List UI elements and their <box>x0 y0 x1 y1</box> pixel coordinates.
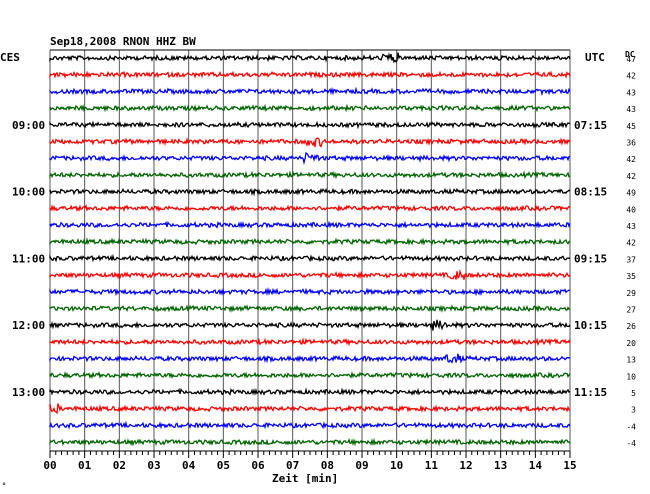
trace-line <box>49 86 571 96</box>
trace-line <box>49 253 571 263</box>
dc-header-label: DC <box>625 50 635 59</box>
y-tick-label-right: 09:15 <box>574 252 607 265</box>
trace-line <box>49 437 571 447</box>
trace-line <box>49 187 571 197</box>
x-tick-label: 00 <box>43 459 56 472</box>
dc-offset-label: 36 <box>626 139 636 148</box>
dc-offset-label: 27 <box>626 306 636 315</box>
trace-line <box>49 103 571 113</box>
trace-line <box>49 170 570 180</box>
x-tick-label: 01 <box>78 459 92 472</box>
vertical-gridlines <box>49 49 571 451</box>
y-tick-label-left: 12:00 <box>12 319 45 332</box>
y-tick-label-right: 08:15 <box>574 186 607 199</box>
dc-offset-label: 40 <box>626 205 636 214</box>
x-tick-label: 15 <box>563 459 576 472</box>
y-tick-label-right: 11:15 <box>574 386 607 399</box>
trace-line <box>49 287 571 297</box>
x-tick-label: 04 <box>182 459 196 472</box>
trace-line <box>49 353 571 364</box>
dc-offset-label: 29 <box>626 289 636 298</box>
trace-group <box>49 52 571 447</box>
dc-offset-label: 26 <box>626 322 636 331</box>
dc-offset-label: 42 <box>626 172 636 181</box>
x-tick-label: 13 <box>494 459 507 472</box>
dc-offset-label: 42 <box>626 72 636 81</box>
y-tick-label-right: 10:15 <box>574 319 607 332</box>
trace-line <box>49 387 571 396</box>
trace-line <box>49 52 571 64</box>
trace-line <box>49 304 571 313</box>
dc-offset-label: 3 <box>631 406 636 415</box>
dc-offset-label: 42 <box>626 239 636 248</box>
x-tick-label: 12 <box>459 459 472 472</box>
x-tick-label: 07 <box>286 459 299 472</box>
trace-line <box>49 269 571 280</box>
trace-line <box>49 137 571 148</box>
dc-offset-label: 10 <box>626 372 636 381</box>
trace-line <box>49 204 571 213</box>
y-tick-label-left: 11:00 <box>12 252 45 265</box>
dc-offset-label: -4 <box>626 439 636 448</box>
x-tick-label: 03 <box>147 459 160 472</box>
x-tick-label: 10 <box>390 459 403 472</box>
dc-offset-label: 20 <box>626 339 636 348</box>
dc-offset-label: 37 <box>626 255 636 264</box>
trace-line <box>49 220 571 229</box>
x-axis-label: Zeit [min] <box>272 472 338 485</box>
right-timezone-label: UTC <box>585 51 605 64</box>
dc-offset-label: 5 <box>631 389 636 398</box>
trace-line <box>49 319 571 331</box>
y-tick-label-left: 10:00 <box>12 186 45 199</box>
dc-offset-label: 13 <box>626 356 636 365</box>
chart-title: Sep18,2008 RNON HHZ BW <box>50 35 196 48</box>
dc-offset-label: 47 <box>626 55 636 64</box>
trace-line <box>49 151 571 166</box>
y-tick-label-left: 09:00 <box>12 119 45 132</box>
x-tick-label: 09 <box>355 459 368 472</box>
trace-line <box>49 403 571 415</box>
y-axis-labels: 4742434345364242494043423735292726201310… <box>12 55 636 448</box>
y-tick-label-left: 13:00 <box>12 386 45 399</box>
left-timezone-label: CES <box>0 51 20 64</box>
dc-offset-label: 43 <box>626 222 636 231</box>
trace-line <box>49 237 571 247</box>
trace-line <box>49 120 571 130</box>
trace-line <box>49 70 571 79</box>
x-tick-label: 14 <box>529 459 543 472</box>
dc-offset-label: 35 <box>626 272 636 281</box>
trace-line <box>49 420 571 430</box>
dc-offset-label: -4 <box>626 422 636 431</box>
y-tick-label-right: 07:15 <box>574 119 607 132</box>
dc-offset-label: 43 <box>626 105 636 114</box>
dc-offset-label: 45 <box>626 122 636 131</box>
x-tick-label: 02 <box>113 459 126 472</box>
x-tick-label: 08 <box>321 459 334 472</box>
x-tick-label: 06 <box>251 459 265 472</box>
footer-mark: ° <box>2 482 6 490</box>
dc-offset-label: 49 <box>626 189 636 198</box>
trace-line <box>49 337 571 347</box>
dc-offset-label: 43 <box>626 88 636 97</box>
trace-line <box>49 371 571 380</box>
x-axis: 00 01 02 03 04 05 06 07 08 09 10 11 12 13 14 15 <box>43 450 577 472</box>
x-tick-label: 05 <box>217 459 230 472</box>
x-tick-label: 11 <box>425 459 439 472</box>
dc-offset-label: 42 <box>626 155 636 164</box>
